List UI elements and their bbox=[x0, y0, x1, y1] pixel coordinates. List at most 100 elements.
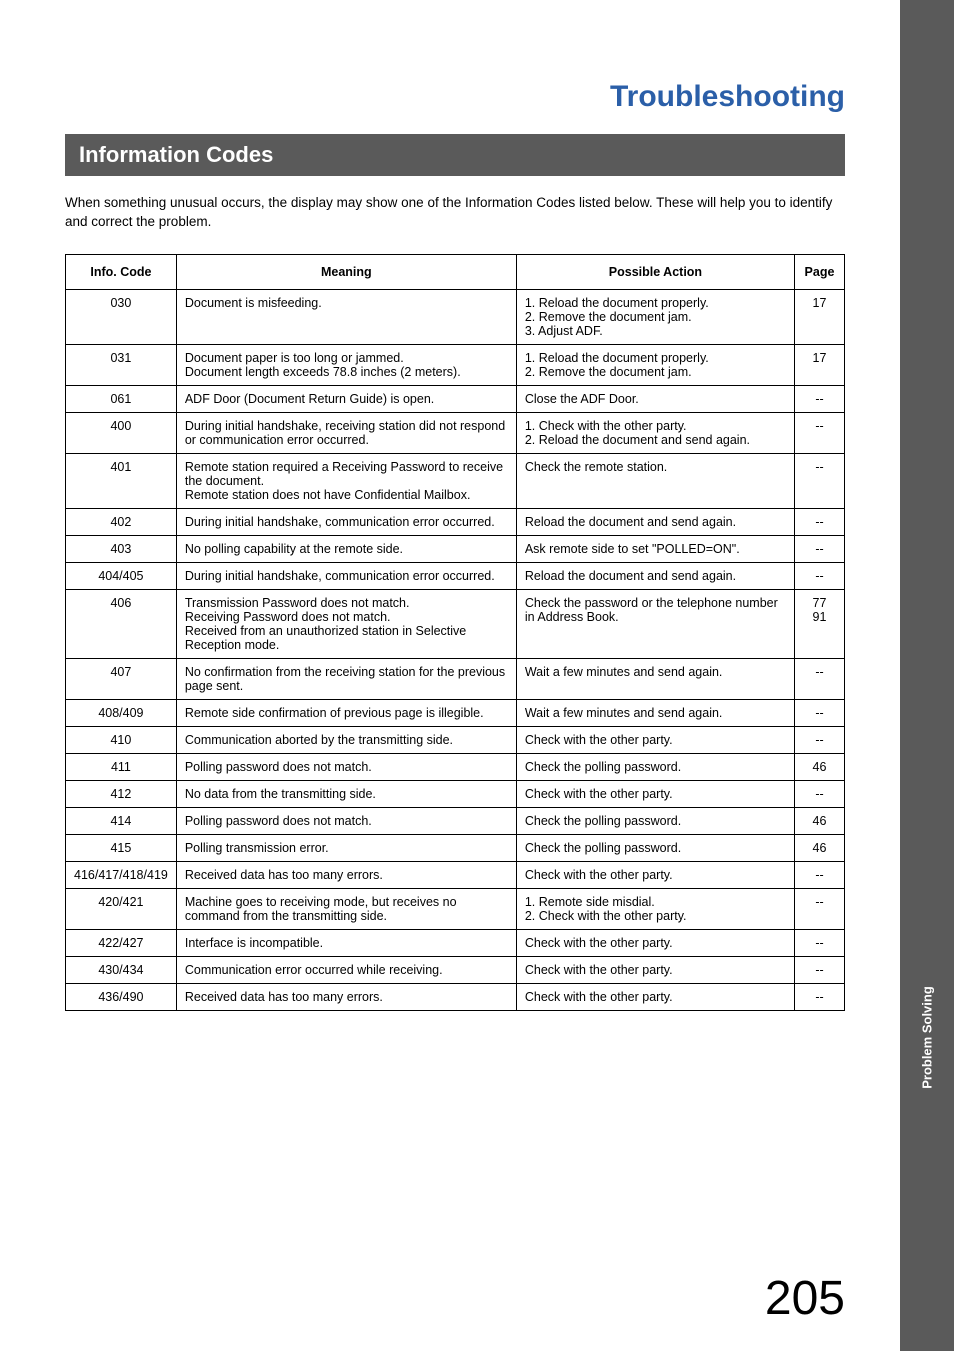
action-line: Check with the other party. bbox=[525, 868, 786, 882]
table-row: 415Polling transmission error.Check the … bbox=[66, 834, 845, 861]
cell-page: 46 bbox=[795, 834, 845, 861]
cell-page: -- bbox=[795, 888, 845, 929]
action-line: Check with the other party. bbox=[525, 963, 786, 977]
cell-meaning: Machine goes to receiving mode, but rece… bbox=[176, 888, 516, 929]
table-row: 410Communication aborted by the transmit… bbox=[66, 726, 845, 753]
cell-action: Wait a few minutes and send again. bbox=[516, 699, 794, 726]
cell-page: -- bbox=[795, 562, 845, 589]
cell-action: 1. Reload the document properly.2. Remov… bbox=[516, 289, 794, 344]
cell-page: 46 bbox=[795, 807, 845, 834]
cell-code: 031 bbox=[66, 344, 177, 385]
cell-action: Check the remote station. bbox=[516, 453, 794, 508]
cell-action: Check with the other party. bbox=[516, 929, 794, 956]
action-line: Reload the document and send again. bbox=[525, 569, 786, 583]
cell-page: -- bbox=[795, 929, 845, 956]
table-row: 406Transmission Password does not match.… bbox=[66, 589, 845, 658]
table-row: 401Remote station required a Receiving P… bbox=[66, 453, 845, 508]
document-page: Troubleshooting Information Codes When s… bbox=[0, 0, 900, 1351]
cell-code: 416/417/418/419 bbox=[66, 861, 177, 888]
action-line: Close the ADF Door. bbox=[525, 392, 786, 406]
cell-code: 030 bbox=[66, 289, 177, 344]
action-line: 2. Remove the document jam. bbox=[525, 310, 786, 324]
action-line: Wait a few minutes and send again. bbox=[525, 665, 786, 679]
table-row: 422/427Interface is incompatible.Check w… bbox=[66, 929, 845, 956]
cell-code: 402 bbox=[66, 508, 177, 535]
table-row: 407No confirmation from the receiving st… bbox=[66, 658, 845, 699]
cell-action: Check the polling password. bbox=[516, 807, 794, 834]
cell-meaning: Communication error occurred while recei… bbox=[176, 956, 516, 983]
cell-action: Check the polling password. bbox=[516, 753, 794, 780]
cell-meaning: During initial handshake, communication … bbox=[176, 508, 516, 535]
cell-action: Check the password or the telephone numb… bbox=[516, 589, 794, 658]
cell-page: 77 91 bbox=[795, 589, 845, 658]
action-line: Ask remote side to set "POLLED=ON". bbox=[525, 542, 786, 556]
cell-meaning: Communication aborted by the transmittin… bbox=[176, 726, 516, 753]
cell-code: 407 bbox=[66, 658, 177, 699]
table-row: 408/409Remote side confirmation of previ… bbox=[66, 699, 845, 726]
table-row: 412No data from the transmitting side. Ch… bbox=[66, 780, 845, 807]
cell-code: 408/409 bbox=[66, 699, 177, 726]
action-line: 1. Check with the other party. bbox=[525, 419, 786, 433]
table-row: 411Polling password does not match.Check… bbox=[66, 753, 845, 780]
cell-action: Ask remote side to set "POLLED=ON". bbox=[516, 535, 794, 562]
cell-meaning: Remote side confirmation of previous pag… bbox=[176, 699, 516, 726]
cell-meaning: No polling capability at the remote side… bbox=[176, 535, 516, 562]
cell-code: 403 bbox=[66, 535, 177, 562]
table-row: 402During initial handshake, communicati… bbox=[66, 508, 845, 535]
cell-meaning: Transmission Password does not match. Re… bbox=[176, 589, 516, 658]
cell-action: Check with the other party. bbox=[516, 726, 794, 753]
action-line: 1. Reload the document properly. bbox=[525, 296, 786, 310]
action-line: Check the remote station. bbox=[525, 460, 786, 474]
table-row: 031Document paper is too long or jammed.… bbox=[66, 344, 845, 385]
cell-meaning: Polling transmission error. bbox=[176, 834, 516, 861]
cell-code: 406 bbox=[66, 589, 177, 658]
action-line: Check the polling password. bbox=[525, 760, 786, 774]
action-line: 1. Reload the document properly. bbox=[525, 351, 786, 365]
cell-code: 401 bbox=[66, 453, 177, 508]
cell-meaning: No data from the transmitting side. bbox=[176, 780, 516, 807]
table-row: 030Document is misfeeding.1. Reload the … bbox=[66, 289, 845, 344]
cell-page: -- bbox=[795, 385, 845, 412]
cell-meaning: Remote station required a Receiving Pass… bbox=[176, 453, 516, 508]
action-line: Check the password or the telephone numb… bbox=[525, 596, 786, 624]
cell-action: Check the polling password. bbox=[516, 834, 794, 861]
action-line: Check with the other party. bbox=[525, 787, 786, 801]
action-line: Check with the other party. bbox=[525, 936, 786, 950]
action-line: Check the polling password. bbox=[525, 814, 786, 828]
cell-page: -- bbox=[795, 956, 845, 983]
cell-page: -- bbox=[795, 726, 845, 753]
cell-page: -- bbox=[795, 983, 845, 1010]
section-heading: Information Codes bbox=[65, 134, 845, 176]
action-line: 3. Adjust ADF. bbox=[525, 324, 786, 338]
cell-meaning: Polling password does not match. bbox=[176, 753, 516, 780]
table-row: 400During initial handshake, receiving s… bbox=[66, 412, 845, 453]
header-action: Possible Action bbox=[516, 254, 794, 289]
cell-code: 061 bbox=[66, 385, 177, 412]
action-line: 2. Remove the document jam. bbox=[525, 365, 786, 379]
cell-action: Check with the other party. bbox=[516, 861, 794, 888]
table-header-row: Info. Code Meaning Possible Action Page bbox=[66, 254, 845, 289]
cell-code: 412 bbox=[66, 780, 177, 807]
cell-page: -- bbox=[795, 535, 845, 562]
table-row: 403No polling capability at the remote s… bbox=[66, 535, 845, 562]
cell-code: 420/421 bbox=[66, 888, 177, 929]
cell-page: -- bbox=[795, 453, 845, 508]
cell-action: 1. Reload the document properly.2. Remov… bbox=[516, 344, 794, 385]
table-row: 436/490Received data has too many errors… bbox=[66, 983, 845, 1010]
cell-action: 1. Remote side misdial.2. Check with the… bbox=[516, 888, 794, 929]
cell-page: 17 bbox=[795, 344, 845, 385]
side-tab: Problem Solving bbox=[900, 0, 954, 1351]
cell-page: -- bbox=[795, 412, 845, 453]
cell-action: 1. Check with the other party.2. Reload … bbox=[516, 412, 794, 453]
table-row: 420/421Machine goes to receiving mode, b… bbox=[66, 888, 845, 929]
cell-code: 410 bbox=[66, 726, 177, 753]
action-line: Reload the document and send again. bbox=[525, 515, 786, 529]
cell-action: Check with the other party. bbox=[516, 956, 794, 983]
cell-action: Check with the other party. bbox=[516, 780, 794, 807]
cell-meaning: During initial handshake, receiving stat… bbox=[176, 412, 516, 453]
cell-action: Close the ADF Door. bbox=[516, 385, 794, 412]
action-line: Check with the other party. bbox=[525, 990, 786, 1004]
cell-action: Wait a few minutes and send again. bbox=[516, 658, 794, 699]
cell-page: -- bbox=[795, 861, 845, 888]
cell-code: 430/434 bbox=[66, 956, 177, 983]
